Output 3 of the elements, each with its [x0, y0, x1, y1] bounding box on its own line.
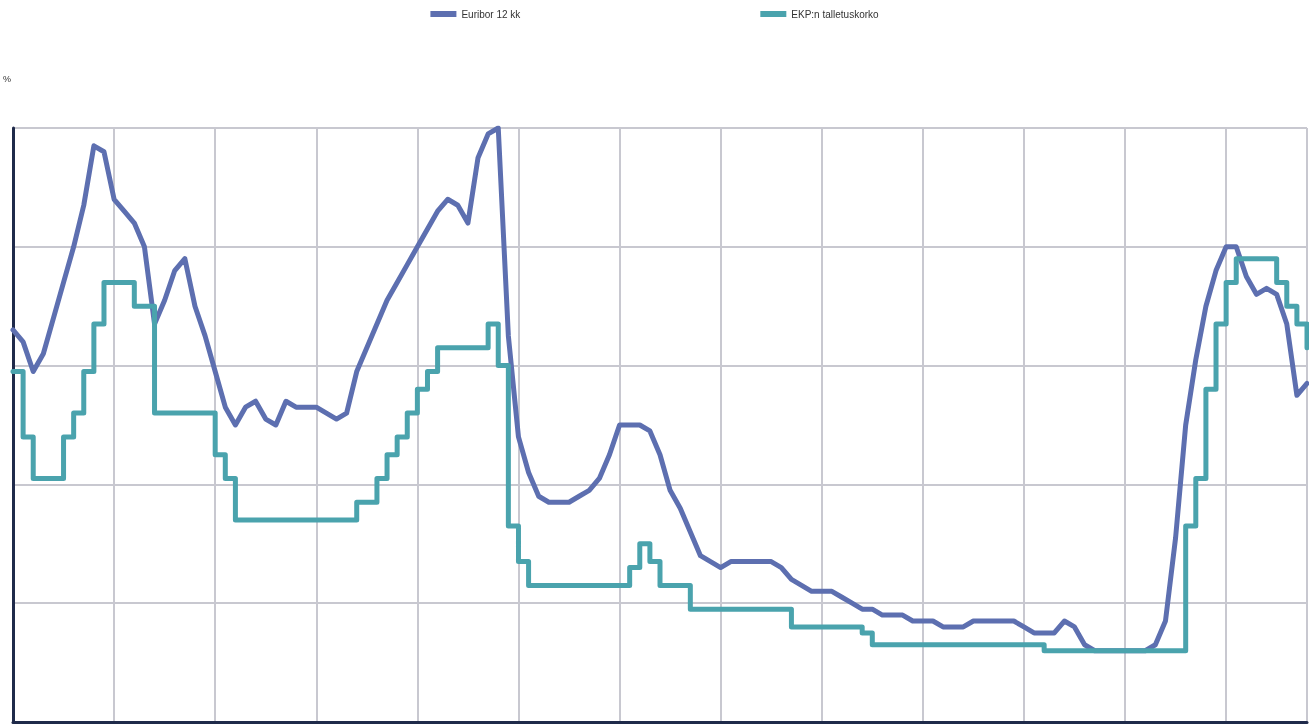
legend-label: Euribor 12 kk — [461, 8, 522, 20]
legend-label: EKP:n talletuskorko — [791, 8, 880, 20]
y-axis-title: % — [3, 73, 12, 84]
